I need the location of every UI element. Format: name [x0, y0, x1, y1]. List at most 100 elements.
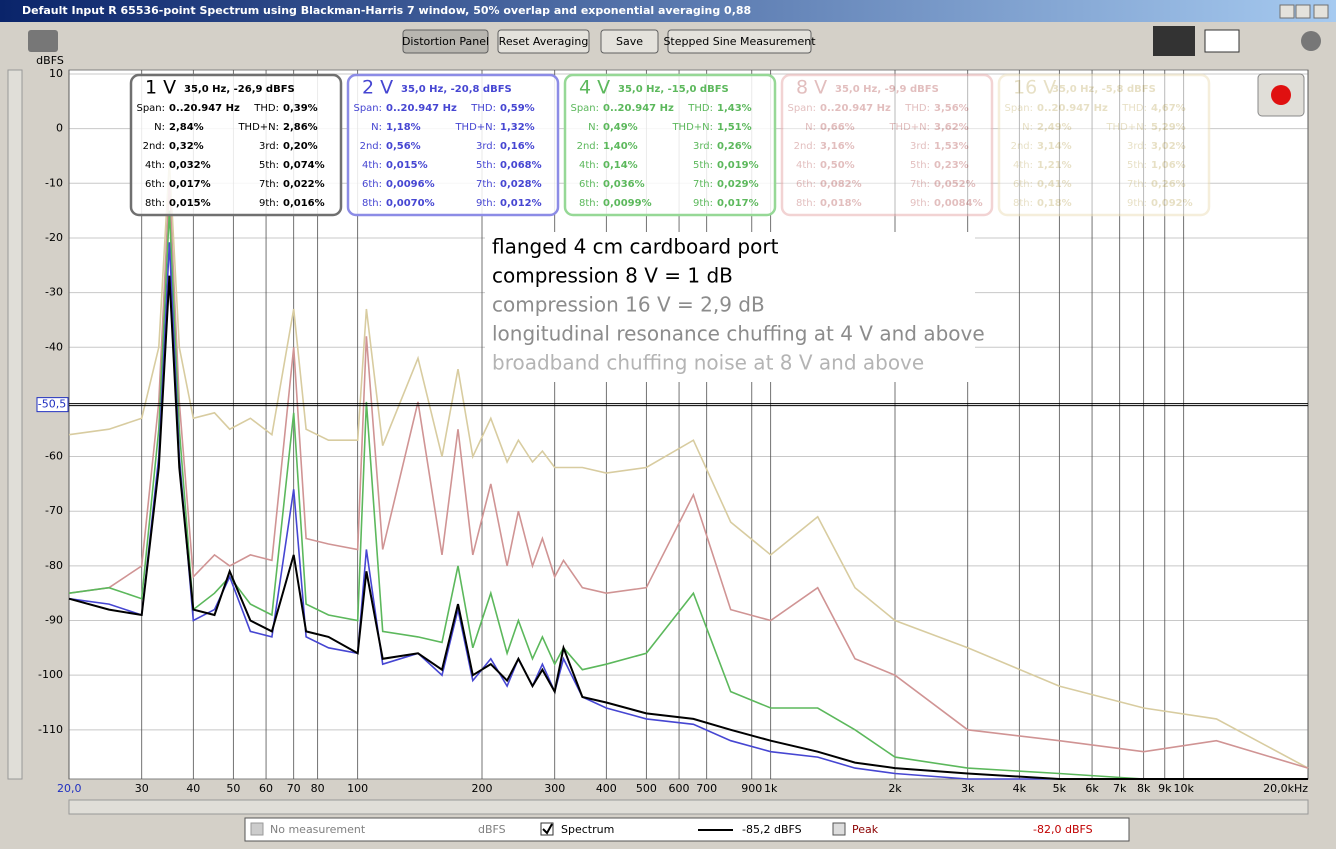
y-tick-label: -70 [45, 504, 63, 517]
panel-key: 6th: [1013, 179, 1033, 190]
panel-key: 5th: [910, 160, 930, 171]
panel-value: 0,092% [1151, 198, 1193, 209]
camera-icon[interactable] [28, 30, 58, 52]
panel-key: 3rd: [693, 141, 713, 152]
annotation: compression 16 V = 2,9 dB [492, 293, 765, 317]
y-tick-label: -40 [45, 340, 63, 353]
settings-icon[interactable] [1301, 31, 1321, 51]
legend-bar: No measurement dBFS Spectrum -85,2 dBFS Peak… [244, 817, 1130, 842]
panel-key: 9th: [476, 198, 496, 209]
panel-key: THD: [687, 103, 713, 114]
button-label[interactable]: Distortion Panel [402, 35, 489, 48]
panel-key: 9th: [693, 198, 713, 209]
panel-key: THD+N: [237, 122, 279, 133]
panel-key: THD+N: [454, 122, 496, 133]
layout-icon[interactable] [1153, 26, 1195, 56]
panel-value: 3,62% [934, 122, 969, 133]
panel-value: 0,029% [717, 179, 759, 190]
x-tick-label: 20,0kHz [1263, 782, 1308, 795]
toolbar-button[interactable]: Save [600, 29, 659, 54]
x-tick-label: 300 [544, 782, 565, 795]
legend-text: Spectrum [561, 823, 614, 836]
button-face[interactable] [600, 29, 659, 54]
panel-key: 8th: [362, 198, 382, 209]
x-tick-label: 400 [596, 782, 617, 795]
x-tick-label: 5k [1053, 782, 1067, 795]
x-tick-label: 3k [961, 782, 975, 795]
panel-value: 2,84% [169, 122, 204, 133]
panel-info: 35,0 Hz, -9,9 dBFS [835, 84, 939, 95]
toolbar-button[interactable]: Distortion Panel [402, 29, 489, 54]
panel-title: 1 V [145, 77, 176, 99]
columns-icon[interactable] [1204, 29, 1240, 53]
legend-text: -82,0 dBFS [1033, 823, 1093, 836]
panel-key: N: [588, 122, 599, 133]
panel-key: 9th: [1127, 198, 1147, 209]
button-face[interactable] [497, 29, 590, 54]
maximize[interactable] [1295, 4, 1311, 19]
panel-value: 0,0070% [386, 198, 435, 209]
panel-value: 2,49% [1037, 122, 1072, 133]
panel-key: 6th: [145, 179, 165, 190]
panel-value: 0,41% [1037, 179, 1072, 190]
x-tick-label: 60 [259, 782, 273, 795]
panel-value: 0,012% [500, 198, 542, 209]
button-label[interactable]: Stepped Sine Measurement [663, 35, 816, 48]
panel-value: 0,56% [386, 141, 421, 152]
y-tick-label: -100 [38, 668, 63, 681]
toolbar-button[interactable]: Reset Averaging [497, 29, 590, 54]
panel-value: 3,14% [1037, 141, 1072, 152]
x-tick-label: 2k [888, 782, 902, 795]
panel-key: 4th: [1013, 160, 1033, 171]
panel-box [780, 73, 994, 217]
check [542, 823, 553, 835]
panel-key: 2nd: [577, 141, 599, 152]
panel-key: THD: [470, 103, 496, 114]
record-led[interactable] [1271, 85, 1291, 105]
spectrum-line [68, 182, 1309, 769]
panel-value: 0,26% [717, 141, 752, 152]
panel-value: 0,074% [283, 160, 325, 171]
panel-value: 0..20.947 Hz [386, 103, 457, 114]
checkbox[interactable] [832, 822, 846, 836]
panel-key: THD: [253, 103, 279, 114]
toolbar-button[interactable]: Stepped Sine Measurement [663, 29, 816, 54]
panel-value: 3,56% [934, 103, 969, 114]
panel-key: 4th: [362, 160, 382, 171]
h-scrollbar[interactable] [68, 799, 1309, 815]
panel-key: 3rd: [476, 141, 496, 152]
panel-key: 7th: [693, 179, 713, 190]
panel-value: 0,50% [820, 160, 855, 171]
y-tick-label: -10 [45, 176, 63, 189]
x-tick-label: 80 [311, 782, 325, 795]
panel-value: 0..20.947 Hz [1037, 103, 1108, 114]
button-label[interactable]: Reset Averaging [499, 35, 589, 48]
x-tick-label: 4k [1013, 782, 1027, 795]
button-face[interactable] [402, 29, 489, 54]
annotation: longitudinal resonance chuffing at 4 V a… [492, 322, 985, 346]
panel-key: 8th: [796, 198, 816, 209]
window-controls[interactable] [1279, 4, 1329, 19]
panel-value: 0,068% [500, 160, 542, 171]
panel-info: 35,0 Hz, -20,8 dBFS [401, 84, 512, 95]
panel-title: 4 V [579, 77, 610, 99]
y-tick-label: -60 [45, 450, 63, 463]
panel-value: 1,18% [386, 122, 421, 133]
panel-value: 1,51% [717, 122, 752, 133]
panel-value: 0,16% [500, 141, 535, 152]
panel-value: 0,028% [500, 179, 542, 190]
distortion-panel: 16 V35,0 Hz, -5,8 dBFS Span: 0..20.947 Hz T… [997, 73, 1211, 217]
checkbox[interactable] [250, 822, 264, 836]
close[interactable] [1313, 4, 1329, 19]
panel-key: THD+N: [888, 122, 930, 133]
y-tick-label: -80 [45, 559, 63, 572]
panel-value: 0,14% [603, 160, 638, 171]
button-label[interactable]: Save [616, 35, 643, 48]
v-scrollbar[interactable] [7, 69, 23, 780]
x-tick-label: 9k [1158, 782, 1172, 795]
panel-info: 35,0 Hz, -5,8 dBFS [1052, 84, 1156, 95]
minimize[interactable] [1279, 4, 1295, 19]
button-face[interactable] [667, 29, 812, 54]
panel-value: 0,016% [283, 198, 325, 209]
